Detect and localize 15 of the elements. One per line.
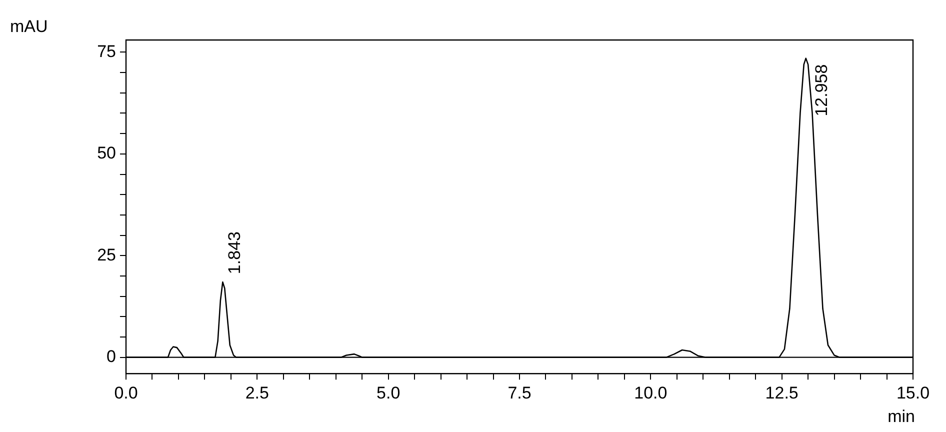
annotation: 12.958 [812,64,832,116]
y-tick-label: 25 [97,245,116,264]
x-tick-label: 15.0 [896,383,930,402]
annotation: 1.843 [224,232,244,274]
x-tick-label: 2.5 [245,383,269,402]
y-tick-label: 75 [97,42,116,61]
x-tick-label: 12.5 [765,383,798,402]
x-tick-label: 5.0 [376,383,400,402]
x-axis-title: min [888,407,915,426]
x-tick-label: 10.0 [634,383,668,402]
y-axis-title: mAU [10,17,48,36]
y-tick-label: 50 [97,144,116,163]
x-tick-label: 7.5 [508,383,532,402]
y-tick-label: 0 [106,347,116,366]
x-tick-label: 0.0 [114,383,138,402]
